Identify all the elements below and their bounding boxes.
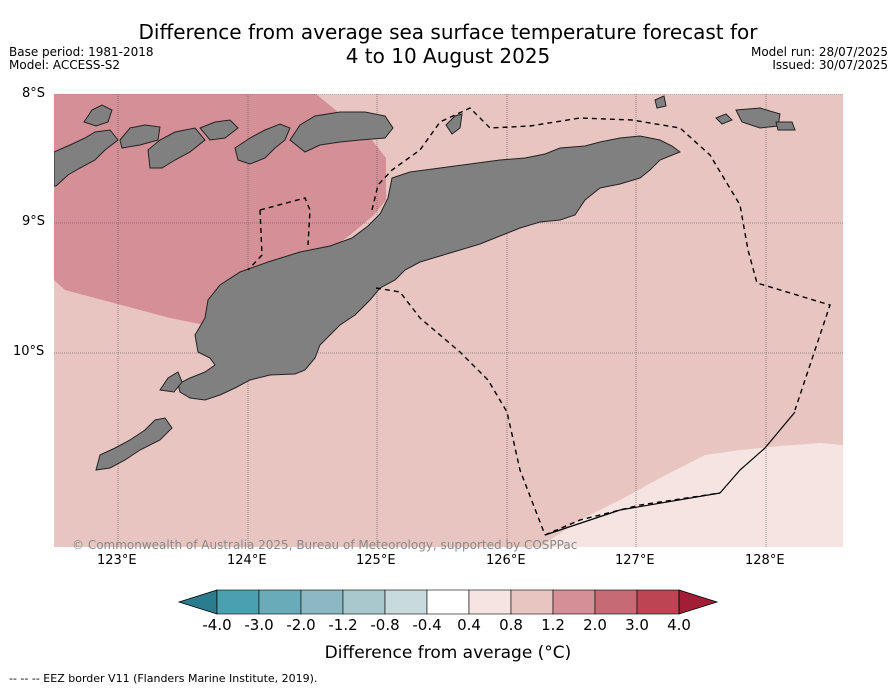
colorbar-cell <box>342 589 386 615</box>
semau-island <box>159 371 183 393</box>
colorbar-cell <box>426 589 470 615</box>
colorbar-cell <box>300 589 344 615</box>
colorbar-cell <box>594 589 638 615</box>
colorbar-cell <box>510 589 554 615</box>
lon-label-126e: 126°E <box>486 553 526 568</box>
cbar-label: -0.8 <box>370 616 400 634</box>
rote-island <box>95 417 173 471</box>
base-period: Base period: 1981-2018 <box>9 45 154 59</box>
colorbar-extend-low <box>177 589 218 615</box>
colorbar-cell <box>384 589 428 615</box>
leti-island <box>715 113 733 125</box>
title-line-1: Difference from average sea surface temp… <box>138 20 758 44</box>
colorbar-cell <box>258 589 302 615</box>
anomaly-region-2-0 <box>54 94 386 325</box>
colorbar-cells <box>177 589 719 615</box>
cbar-label: -0.4 <box>412 616 442 634</box>
eez-footer-note: -- -- -- EEZ border V11 (Flanders Marine… <box>9 672 318 685</box>
cbar-label: -3.0 <box>244 616 274 634</box>
damar-island <box>445 113 463 135</box>
eez-solid-border <box>544 411 796 536</box>
colorbar-cell <box>552 589 596 615</box>
lat-label-10s: 10°S <box>13 344 45 359</box>
lat-label-8s: 8°S <box>22 86 46 101</box>
cbar-label: 0.4 <box>457 616 481 634</box>
issued-date: Issued: 30/07/2025 <box>772 58 888 72</box>
romang-island <box>654 95 667 109</box>
cbar-label: 4.0 <box>667 616 691 634</box>
sst-anomaly-map <box>54 94 843 547</box>
colorbar-cell <box>636 589 680 615</box>
lakor-island <box>775 121 796 131</box>
title-line-2: 4 to 10 August 2025 <box>345 44 551 68</box>
timor-island <box>177 135 682 401</box>
meta-left: Base period: 1981-2018 Model: ACCESS-S2 <box>9 46 154 72</box>
lon-label-127e: 127°E <box>615 553 655 568</box>
model-run: Model run: 28/07/2025 <box>750 45 888 59</box>
cbar-label: -1.2 <box>328 616 358 634</box>
atauro-island <box>83 104 113 127</box>
colorbar-cell <box>216 589 260 615</box>
colorbar <box>177 589 719 615</box>
anomaly-region-0-4 <box>540 443 843 547</box>
copyright-notice: © Commonwealth of Australia 2025, Bureau… <box>72 538 578 552</box>
wetar-island <box>289 111 394 153</box>
lon-label-125e: 125°E <box>356 553 396 568</box>
pantar-island <box>147 127 206 169</box>
flores-east-island <box>54 129 119 187</box>
meta-right: Model run: 28/07/2025 Issued: 30/07/2025 <box>751 46 888 72</box>
model-name: Model: ACCESS-S2 <box>9 58 121 72</box>
colorbar-title: Difference from average (°C) <box>324 643 572 663</box>
cbar-label: 1.2 <box>541 616 565 634</box>
map-title: Difference from average sea surface temp… <box>0 20 896 68</box>
land-masses <box>54 95 796 471</box>
cbar-label: 2.0 <box>583 616 607 634</box>
cbar-label: 3.0 <box>625 616 649 634</box>
lon-label-123e: 123°E <box>97 553 137 568</box>
lon-label-124e: 124°E <box>227 553 267 568</box>
alor-island <box>199 119 239 141</box>
cbar-label: -4.0 <box>202 616 232 634</box>
colorbar-extend-high <box>678 589 719 615</box>
alor-east-island <box>234 123 291 165</box>
lon-label-128e: 128°E <box>745 553 785 568</box>
lat-label-9s: 9°S <box>22 214 46 229</box>
cbar-label: -2.0 <box>286 616 316 634</box>
cbar-label: 0.8 <box>499 616 523 634</box>
eez-border <box>247 107 831 536</box>
lembata-island <box>119 124 161 149</box>
colorbar-cell <box>468 589 512 615</box>
